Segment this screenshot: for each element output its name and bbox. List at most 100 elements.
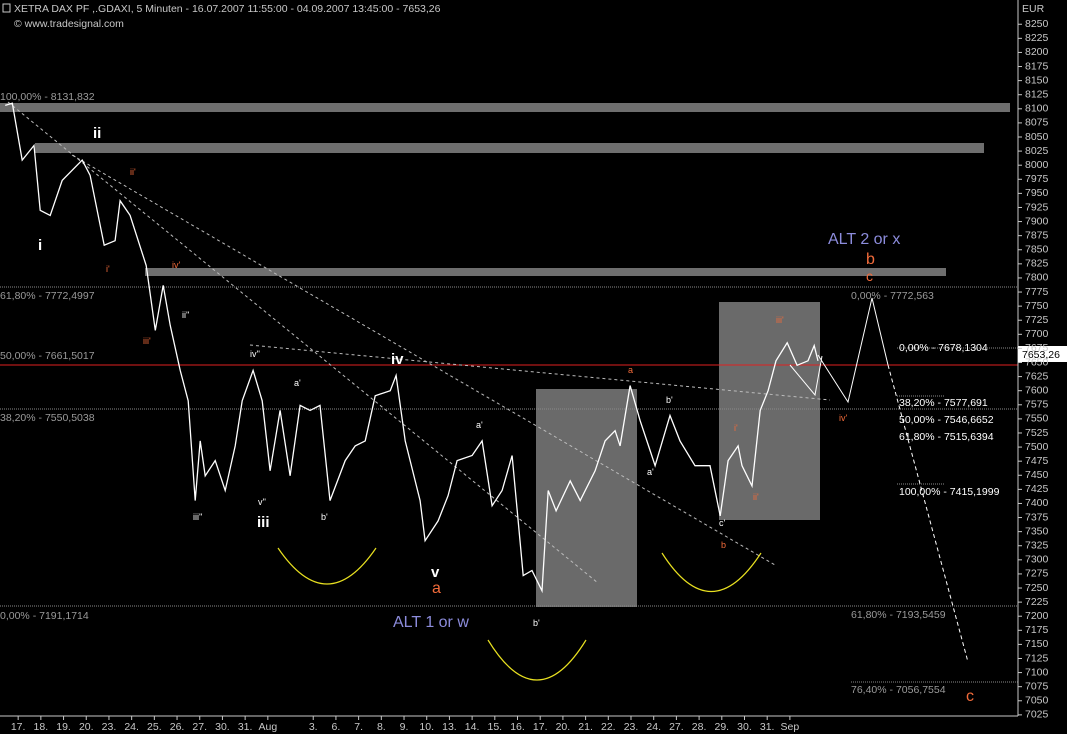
x-tick-label: Sep [781, 721, 800, 733]
x-tick-label: 9. [400, 721, 409, 733]
y-tick-label: 7700 [1025, 328, 1049, 340]
y-tick-label: 8150 [1025, 74, 1049, 86]
y-tick-label: 8175 [1025, 60, 1049, 72]
wave-label: iv' [839, 413, 847, 423]
x-tick-label: 13. [442, 721, 457, 733]
zone-bar [145, 268, 946, 276]
annotations: ii i i' ii' iv' iii' ii'' iii'' iv'' v''… [38, 125, 974, 705]
x-tick-label: 23. [102, 721, 117, 733]
y-tick-label: 7225 [1025, 596, 1049, 608]
x-tick-label: 17. [533, 721, 548, 733]
last-price-label: 7653,26 [1022, 349, 1060, 361]
x-tick-label: 18. [34, 721, 49, 733]
x-tick-label: 26. [170, 721, 185, 733]
x-tick-label: 24. [124, 721, 139, 733]
fib-label: 50,00% - 7546,6652 [899, 414, 994, 426]
x-tick-label: 24. [646, 721, 661, 733]
wave-label: iii [257, 514, 270, 531]
x-tick-label: 19. [56, 721, 71, 733]
wave-label: b' [533, 618, 540, 628]
y-tick-label: 7925 [1025, 201, 1049, 213]
zone-bar [0, 103, 1010, 112]
fib-label: 100,00% - 7415,1999 [899, 486, 1000, 498]
y-tick-label: 7100 [1025, 666, 1049, 678]
x-tick-label: 17. [11, 721, 26, 733]
alt-label: ALT 1 or w [393, 614, 469, 631]
y-tick-label: 8225 [1025, 32, 1049, 44]
x-tick-label: 20. [79, 721, 94, 733]
fib-label: 61,80% - 7515,6394 [899, 431, 994, 443]
y-tick-label: 7250 [1025, 582, 1049, 594]
wave-label: c' [719, 518, 726, 528]
wave-label: a' [647, 467, 654, 477]
arcs [277, 547, 762, 681]
y-tick-label: 8250 [1025, 18, 1049, 30]
y-tick-label: 7675 [1025, 342, 1049, 354]
wave-label: ii [93, 125, 101, 142]
y-tick-label: 7825 [1025, 258, 1049, 270]
y-tick-label: 7475 [1025, 455, 1049, 467]
y-unit: EUR [1022, 3, 1045, 15]
trend-lines [7, 101, 831, 584]
wave-label: b' [666, 395, 673, 405]
x-tick-label: 30. [737, 721, 752, 733]
x-tick-label: 14. [465, 721, 480, 733]
wave-label: c [866, 268, 873, 284]
wave-label: i' [106, 264, 110, 274]
fib-label: 61,80% - 7772,4997 [0, 290, 95, 302]
x-tick-label: 21. [578, 721, 593, 733]
projection [817, 297, 889, 404]
subtitle: © www.tradesignal.com [14, 18, 124, 30]
wave-label: c [966, 688, 974, 705]
zone-box [719, 302, 820, 520]
y-tick-label: 8000 [1025, 159, 1049, 171]
wave-label: iv' [172, 260, 180, 270]
wave-label: v'' [258, 497, 266, 507]
wave-label: a [628, 365, 633, 375]
y-tick-label: 7375 [1025, 511, 1049, 523]
y-tick-label: 7850 [1025, 244, 1049, 256]
y-tick-label: 7350 [1025, 525, 1049, 537]
fib-label: 0,00% - 7772,563 [851, 290, 934, 302]
y-tick-label: 7150 [1025, 638, 1049, 650]
zone-bar [35, 143, 984, 153]
x-tick-label: 31. [238, 721, 253, 733]
x-tick-label: 27. [669, 721, 684, 733]
x-tick-label: 8. [377, 721, 386, 733]
y-tick-label: 7025 [1025, 709, 1049, 721]
price-line [5, 102, 819, 594]
y-tick-label: 8125 [1025, 88, 1049, 100]
x-tick-label: 27. [192, 721, 207, 733]
y-tick-label: 7050 [1025, 695, 1049, 707]
y-tick-label: 7650 [1025, 356, 1049, 368]
y-tick-label: 7175 [1025, 624, 1049, 636]
x-tick-label: 10. [419, 721, 434, 733]
y-tick-label: 7325 [1025, 540, 1049, 552]
zone-box [536, 389, 637, 607]
y-tick-label: 7525 [1025, 427, 1049, 439]
wave-label: ii' [130, 167, 136, 177]
x-tick-label: 23. [624, 721, 639, 733]
fib-label: 61,80% - 7193,5459 [851, 609, 946, 621]
y-tick-label: 8200 [1025, 46, 1049, 58]
y-tick-label: 7400 [1025, 497, 1049, 509]
icon [2, 3, 11, 13]
y-tick-label: 8100 [1025, 103, 1049, 115]
y-tick-label: 7575 [1025, 399, 1049, 411]
y-tick-label: 7625 [1025, 370, 1049, 382]
y-tick-label: 7275 [1025, 568, 1049, 580]
fib-label: 38,20% - 7550,5038 [0, 412, 95, 424]
wave-label: iii' [143, 336, 151, 346]
y-tick-label: 7425 [1025, 483, 1049, 495]
fib-label: 100,00% - 8131,832 [0, 91, 95, 103]
projection [789, 355, 823, 397]
y-tick-label: 7075 [1025, 680, 1049, 692]
y-tick-label: 7500 [1025, 441, 1049, 453]
wave-label: iii' [776, 315, 784, 325]
chart-title: XETRA DAX PF ,.GDAXI, 5 Minuten - 16.07.… [14, 3, 441, 15]
x-tick-label: 15. [488, 721, 503, 733]
wave-label: ii'' [182, 310, 190, 320]
y-tick-label: 7800 [1025, 272, 1049, 284]
y-tick-label: 7550 [1025, 413, 1049, 425]
x-tick-label: 6. [332, 721, 341, 733]
